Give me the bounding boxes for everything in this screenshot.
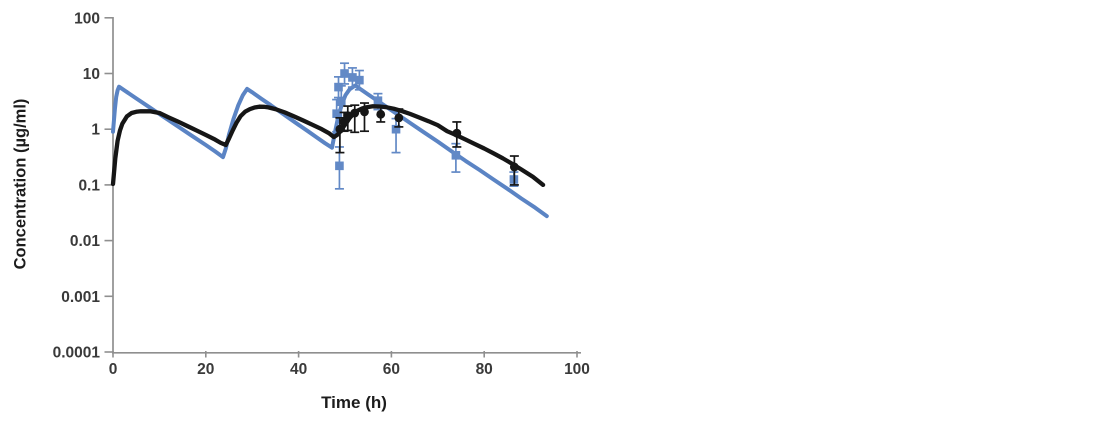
- blue-square-marker: [373, 96, 383, 105]
- y-tick-label: 1: [91, 122, 100, 139]
- x-tick-label: 40: [290, 361, 307, 378]
- blue-model-curve: [111, 83, 549, 219]
- y-tick-label: 10: [83, 66, 100, 83]
- x-tick-label: 20: [197, 361, 214, 378]
- black-circle-marker: [376, 109, 386, 119]
- blue-observed-squares: [332, 62, 519, 190]
- x-tick-label: 0: [109, 361, 118, 378]
- x-axis-title: Time (h): [321, 393, 387, 412]
- blue-square-marker: [334, 82, 343, 92]
- black-circle-marker: [350, 108, 360, 118]
- blue-square-marker: [451, 150, 461, 160]
- y-tick-label: 0.01: [70, 233, 101, 250]
- y-axis-title: Concentration (µg/ml): [11, 98, 30, 270]
- black-model-curve: [110, 104, 546, 188]
- x-tick-label: 100: [564, 361, 590, 378]
- y-tick-label: 0.0001: [53, 345, 101, 362]
- black-circle-marker: [360, 107, 369, 117]
- blue-square-marker: [340, 69, 349, 78]
- y-tick-label: 0.001: [61, 289, 100, 306]
- black-circle-marker: [394, 113, 404, 123]
- black-circle-marker: [509, 162, 519, 172]
- y-axis-ticks: 100 10 1 0.1 0.01 0.001 0.0001: [53, 10, 113, 362]
- blue-square-marker: [391, 124, 401, 134]
- y-tick-label: 0.1: [78, 177, 100, 194]
- black-circle-marker: [452, 128, 462, 138]
- blue-square-marker: [332, 109, 341, 118]
- blue-square-marker: [336, 97, 346, 107]
- x-tick-label: 60: [383, 361, 400, 378]
- blue-square-marker: [355, 75, 364, 85]
- x-tick-label: 80: [476, 361, 493, 378]
- x-axis-ticks: 0 20 40 60 80 100: [109, 351, 590, 378]
- blue-square-marker: [348, 73, 357, 82]
- blue-square-marker: [335, 161, 344, 171]
- black-observed-circles: [335, 102, 519, 186]
- y-tick-label: 100: [74, 10, 100, 27]
- black-circle-marker: [343, 111, 353, 121]
